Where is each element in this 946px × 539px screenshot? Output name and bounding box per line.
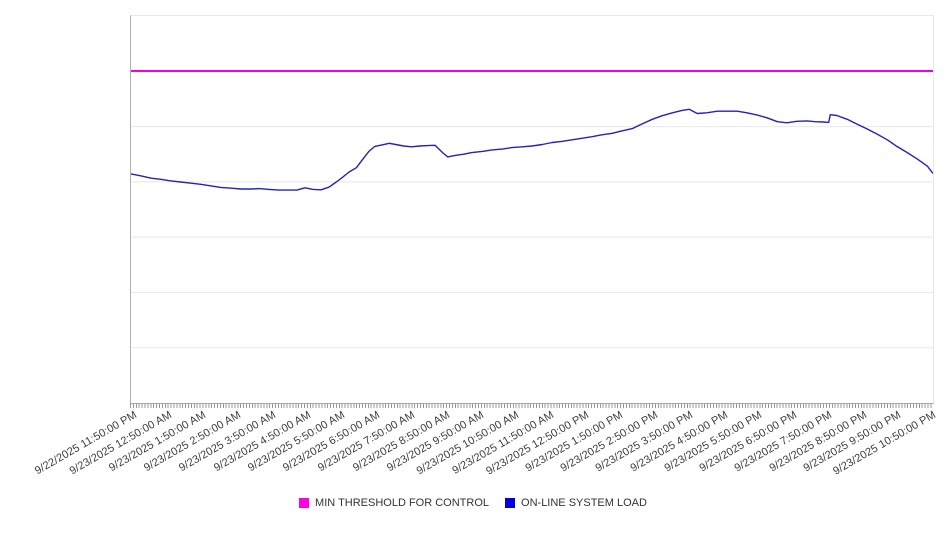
plot-svg [131, 70, 933, 349]
legend-swatch-icon [299, 498, 310, 508]
load-line [131, 108, 933, 191]
x-axis-minor-ticks [130, 403, 933, 408]
chart: 9/22/2025 11:50:00 PM 9/23/2025 12:50:00 … [0, 15, 946, 509]
legend-label: MIN THRESHOLD FOR CONTROL [315, 497, 490, 509]
x-axis-labels: 9/22/2025 11:50:00 PM 9/23/2025 12:50:00 … [0, 409, 946, 489]
legend-item-1[interactable]: ON-LINE SYSTEM LOAD [505, 497, 647, 509]
legend-item-0[interactable]: MIN THRESHOLD FOR CONTROL [299, 497, 489, 509]
legend-label: ON-LINE SYSTEM LOAD [521, 497, 647, 509]
plot-area [130, 15, 934, 404]
legend: MIN THRESHOLD FOR CONTROL ON-LINE SYSTEM … [0, 497, 946, 509]
legend-swatch-icon [505, 498, 516, 508]
